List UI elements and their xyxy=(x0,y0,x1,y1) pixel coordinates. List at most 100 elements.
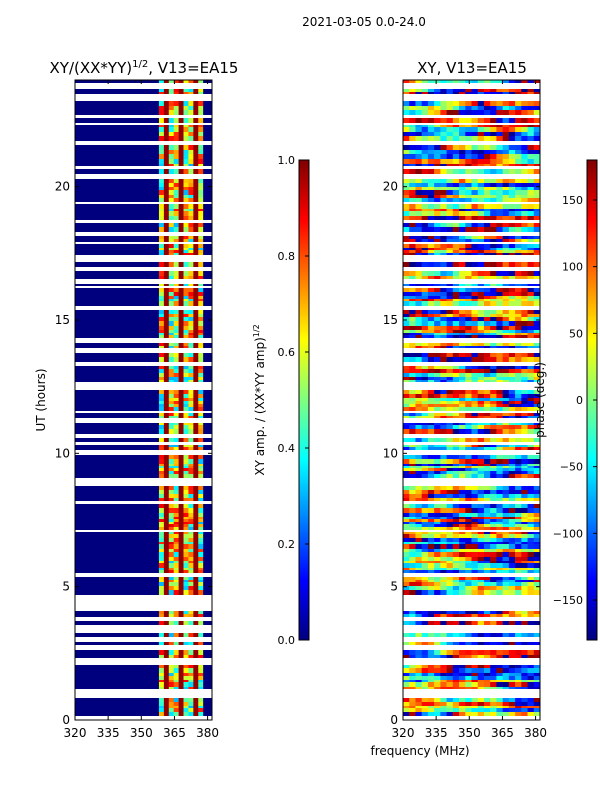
phase-cell xyxy=(403,445,410,447)
amp-cell xyxy=(168,380,174,382)
phase-cell xyxy=(434,317,441,321)
amp-cell xyxy=(198,401,204,404)
phase-cell xyxy=(508,223,516,227)
amp-cell xyxy=(198,680,204,682)
amp-cell xyxy=(198,284,204,286)
phase-cell xyxy=(508,532,516,534)
phase-cell xyxy=(471,343,479,346)
amp-cell xyxy=(168,227,174,232)
amp-cell xyxy=(158,394,165,398)
phase-cell xyxy=(409,398,416,401)
phase-cell xyxy=(427,169,435,174)
phase-cell xyxy=(496,590,503,595)
amp-cell xyxy=(188,611,194,614)
phase-cell xyxy=(440,532,447,534)
amp-cell xyxy=(158,377,165,380)
phase-cell xyxy=(403,687,410,689)
phase-cell xyxy=(415,519,422,522)
phase-cell xyxy=(409,582,416,586)
amp-cell xyxy=(168,577,174,580)
amp-cell xyxy=(193,459,199,464)
amp-cell xyxy=(198,561,204,563)
phase-cell xyxy=(471,513,479,517)
phase-cell xyxy=(427,466,435,468)
amp-row-edge xyxy=(203,330,212,333)
phase-cell xyxy=(421,504,429,508)
phase-cell xyxy=(496,580,503,582)
phase-cell xyxy=(427,292,435,296)
amp-cell xyxy=(168,190,174,195)
phase-cell xyxy=(477,357,485,362)
phase-cell xyxy=(527,366,535,369)
phase-cell xyxy=(502,299,510,301)
phase-cell xyxy=(427,216,435,220)
phase-cell xyxy=(434,611,441,614)
amp-row-lowband xyxy=(75,570,159,573)
phase-cell xyxy=(403,179,410,183)
phase-cell xyxy=(440,248,447,250)
phase-cell xyxy=(483,611,491,614)
phase-cell xyxy=(446,380,454,382)
phase-cell xyxy=(527,517,535,519)
phase-cell xyxy=(533,642,541,645)
phase-cell xyxy=(440,563,447,568)
phase-cell xyxy=(465,253,472,255)
phase-cell xyxy=(471,394,479,398)
phase-cell xyxy=(465,447,472,450)
amp-cell xyxy=(198,314,204,317)
amp-cell xyxy=(178,673,184,676)
amp-cell xyxy=(173,508,179,513)
amp-cell xyxy=(183,284,189,286)
phase-cell xyxy=(465,335,472,338)
phase-cell xyxy=(502,586,510,590)
phase-cell xyxy=(527,216,535,220)
phase-cell xyxy=(471,544,479,549)
phase-cell xyxy=(483,708,491,712)
amp-cell xyxy=(183,706,189,708)
amp-cell xyxy=(158,614,165,617)
amp-cell xyxy=(168,407,174,411)
phase-cell xyxy=(496,708,503,712)
phase-cell xyxy=(459,614,466,617)
amp-cell xyxy=(193,429,199,434)
amp-cell xyxy=(198,262,204,267)
amp-cell xyxy=(178,296,184,299)
phase-cell xyxy=(502,390,510,394)
amp-cell xyxy=(193,366,199,369)
phase-cell xyxy=(427,296,435,299)
amp-cell xyxy=(178,333,184,335)
amp-cell xyxy=(183,253,189,255)
phase-cell xyxy=(502,343,510,346)
phase-cell xyxy=(508,301,516,306)
phase-cell xyxy=(427,577,435,580)
phase-cell xyxy=(483,284,491,286)
phase-cell xyxy=(465,101,472,106)
phase-cell xyxy=(446,614,454,617)
phase-cell xyxy=(452,101,460,106)
phase-cell xyxy=(527,498,535,501)
amp-cell xyxy=(163,590,170,595)
amp-cell xyxy=(163,542,170,544)
phase-cell xyxy=(415,209,422,211)
phase-cell xyxy=(496,687,503,689)
amp-row-lowband xyxy=(75,668,159,673)
phase-cell xyxy=(459,216,466,220)
phase-cell xyxy=(527,527,535,530)
phase-cell xyxy=(515,80,522,83)
phase-cell xyxy=(477,494,485,498)
phase-cell xyxy=(490,665,497,668)
phase-cell xyxy=(446,655,454,658)
phase-cell xyxy=(415,538,422,542)
amp-cell xyxy=(193,330,199,333)
amp-cell xyxy=(168,239,174,242)
amp-cell xyxy=(193,198,199,202)
amp-cell xyxy=(188,423,194,425)
phase-cell xyxy=(427,590,435,595)
amp-cell xyxy=(168,468,174,471)
phase-cell xyxy=(527,227,535,232)
amp-cell xyxy=(193,621,199,625)
phase-cell xyxy=(440,106,447,110)
phase-cell xyxy=(477,486,485,490)
phase-cell xyxy=(483,366,491,369)
amp-cell xyxy=(178,687,184,689)
